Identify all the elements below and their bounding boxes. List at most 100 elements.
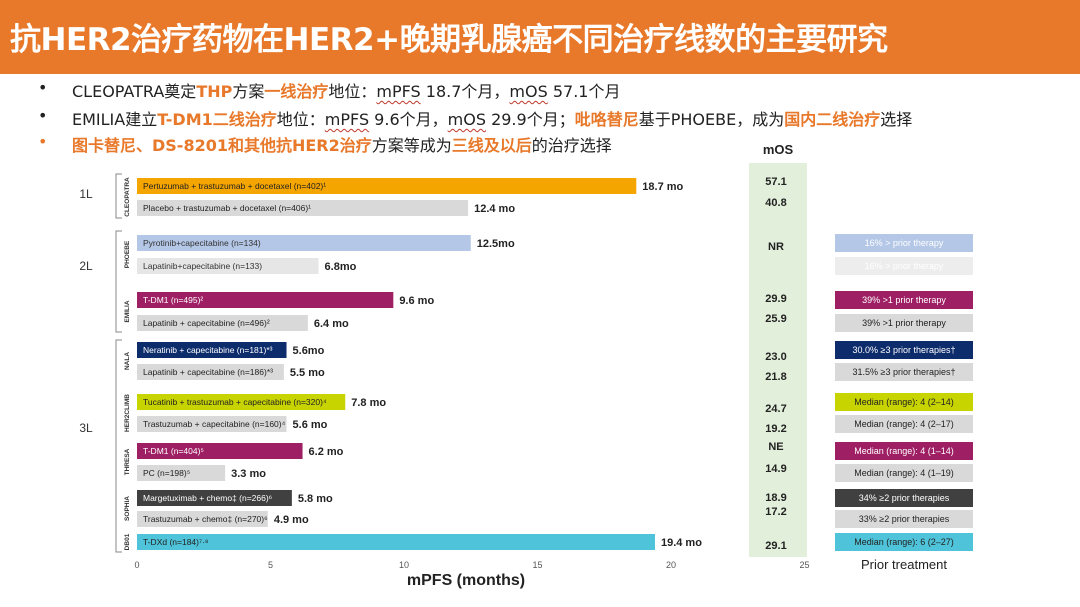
- bar-value: 19.4 mo: [661, 537, 702, 549]
- bullet-text-part: 方案: [232, 82, 265, 101]
- highlight-text: 图卡替尼、DS-8201和其他抗HER2治疗: [72, 136, 372, 155]
- highlight-text: 三线及以后: [451, 136, 532, 155]
- study-label: DB01: [124, 533, 131, 550]
- bullet-text: CLEOPATRA奠定THP方案一线治疗地位：mPFS 18.7个月，mOS 5…: [72, 78, 620, 102]
- mpfs-bar: [137, 490, 292, 506]
- mpfs-bar: [137, 342, 287, 358]
- prior-box: [835, 234, 973, 252]
- line-bracket: [115, 230, 122, 333]
- prior-label: Median (range): 4 (1–14): [854, 446, 954, 456]
- prior-label: 33% ≥2 prior therapies: [859, 514, 950, 524]
- bar-label: Pertuzumab + trastuzumab + docetaxel (n=…: [143, 181, 326, 191]
- bar-label: Trastuzumab + chemo‡ (n=270)⁶: [143, 514, 268, 524]
- mpfs-bar: [137, 315, 308, 331]
- bar-label: Pyrotinib+capecitabine (n=134): [143, 238, 261, 248]
- mos-value: 40.8: [765, 197, 786, 209]
- study-label: CLEOPATRA: [124, 177, 131, 217]
- prior-box: [835, 464, 973, 482]
- mos-value: 19.2: [765, 423, 786, 435]
- mos-value: 29.9: [765, 293, 786, 305]
- bullet-text-part: mPFS: [324, 110, 370, 129]
- prior-label: 34% ≥2 prior therapies: [859, 493, 950, 503]
- bar-value: 12.4 mo: [474, 203, 515, 215]
- mos-value: 14.9: [765, 463, 786, 475]
- bullet-dot: •: [38, 132, 48, 151]
- prior-box: [835, 393, 973, 411]
- prior-header: Prior treatment: [861, 557, 947, 572]
- prior-label: 39% >1 prior therapy: [862, 295, 946, 305]
- bullet-text-part: mPFS: [376, 82, 421, 101]
- bar-label: Margetuximab + chemo‡ (n=266)⁶: [143, 493, 272, 503]
- x-tick-label: 20: [666, 560, 676, 570]
- study-label: SOPHIA: [124, 496, 131, 521]
- prior-box: [835, 291, 973, 309]
- bar-label: Placebo + trastuzumab + docetaxel (n=406…: [143, 203, 311, 213]
- mpfs-bar: [137, 443, 303, 459]
- highlight-text: 吡咯替尼: [574, 110, 639, 129]
- prior-label: 39% >1 prior therapy: [862, 318, 946, 328]
- bar-value: 6.8mo: [325, 261, 357, 273]
- study-label: PHOEBE: [124, 240, 131, 268]
- study-label: NALA: [124, 352, 131, 370]
- mpfs-bar: [137, 511, 268, 527]
- bullet-text-part: 9.6个月，: [369, 110, 448, 129]
- highlight-text: T-DM1二线治疗: [157, 110, 277, 129]
- bar-value: 3.3 mo: [231, 468, 266, 480]
- bar-value: 5.5 mo: [290, 367, 325, 379]
- highlight-text: 一线治疗: [264, 82, 329, 101]
- prior-box: [835, 489, 973, 507]
- mpfs-bar: [137, 416, 287, 432]
- bar-value: 6.4 mo: [314, 318, 349, 330]
- x-tick-label: 5: [268, 560, 273, 570]
- x-tick-label: 10: [399, 560, 409, 570]
- mos-panel: [749, 163, 807, 557]
- prior-label: 31.5% ≥3 prior therapies†: [853, 367, 956, 377]
- bullet-dot: •: [38, 106, 48, 125]
- mos-value: 29.1: [765, 540, 786, 552]
- line-label: 2L: [79, 259, 93, 273]
- mos-value: 17.2: [765, 506, 786, 518]
- highlight-text: THP: [196, 82, 233, 101]
- prior-label: Median (range): 6 (2–27): [854, 537, 954, 547]
- mpfs-bar: [137, 465, 226, 481]
- bullet-text-part: 基于PHOEBE，成为: [638, 110, 785, 129]
- mos-value: 21.8: [765, 371, 786, 383]
- bar-value: 4.9 mo: [274, 514, 309, 526]
- mos-value: NR: [768, 241, 784, 253]
- bullet-text-part: mOS: [509, 82, 548, 101]
- prior-label: 16% > prior therapy: [865, 261, 944, 271]
- bullet-dot: •: [38, 78, 48, 97]
- bar-label: Lapatinib + capecitabine (n=186)*³: [143, 367, 273, 377]
- x-tick-label: 25: [799, 560, 809, 570]
- line-bracket: [115, 339, 122, 553]
- prior-box: [835, 442, 973, 460]
- mpfs-bar: [137, 258, 319, 274]
- bar-label: Trastuzumab + capecitabine (n=160)⁴: [143, 419, 286, 429]
- bar-value: 18.7 mo: [642, 181, 683, 193]
- bar-label: Lapatinib+capecitabine (n=133): [143, 261, 262, 271]
- x-tick-label: 0: [134, 560, 139, 570]
- prior-box: [835, 415, 973, 433]
- bar-label: T-DM1 (n=495)²: [143, 295, 203, 305]
- line-bracket: [115, 173, 122, 219]
- bar-value: 9.6 mo: [399, 295, 434, 307]
- slide-title: 抗HER2治疗药物在HER2+晚期乳腺癌不同治疗线数的主要研究: [10, 22, 888, 58]
- prior-label: 16% > prior therapy: [865, 238, 944, 248]
- prior-box: [835, 257, 973, 275]
- prior-label: Median (range): 4 (2–14): [854, 397, 954, 407]
- mos-header: mOS: [763, 142, 794, 157]
- bullet-text-part: 18.7个月，: [420, 82, 510, 101]
- bullet-text: 图卡替尼、DS-8201和其他抗HER2治疗方案等成为三线及以后的治疗选择: [72, 132, 612, 156]
- mos-value: 25.9: [765, 313, 786, 325]
- prior-box: [835, 510, 973, 528]
- prior-label: 30.0% ≥3 prior therapies†: [853, 345, 956, 355]
- bullet-text-part: 地位：: [328, 82, 377, 101]
- x-axis-label: mPFS (months): [407, 572, 525, 589]
- bar-value: 5.6mo: [293, 345, 325, 357]
- bullet-text-part: 57.1个月: [547, 82, 621, 101]
- line-label: 3L: [79, 421, 93, 435]
- mpfs-bar: [137, 200, 469, 216]
- bar-label: PC (n=198)⁵: [143, 468, 190, 478]
- mpfs-bar: [137, 394, 346, 410]
- prior-box: [835, 363, 973, 381]
